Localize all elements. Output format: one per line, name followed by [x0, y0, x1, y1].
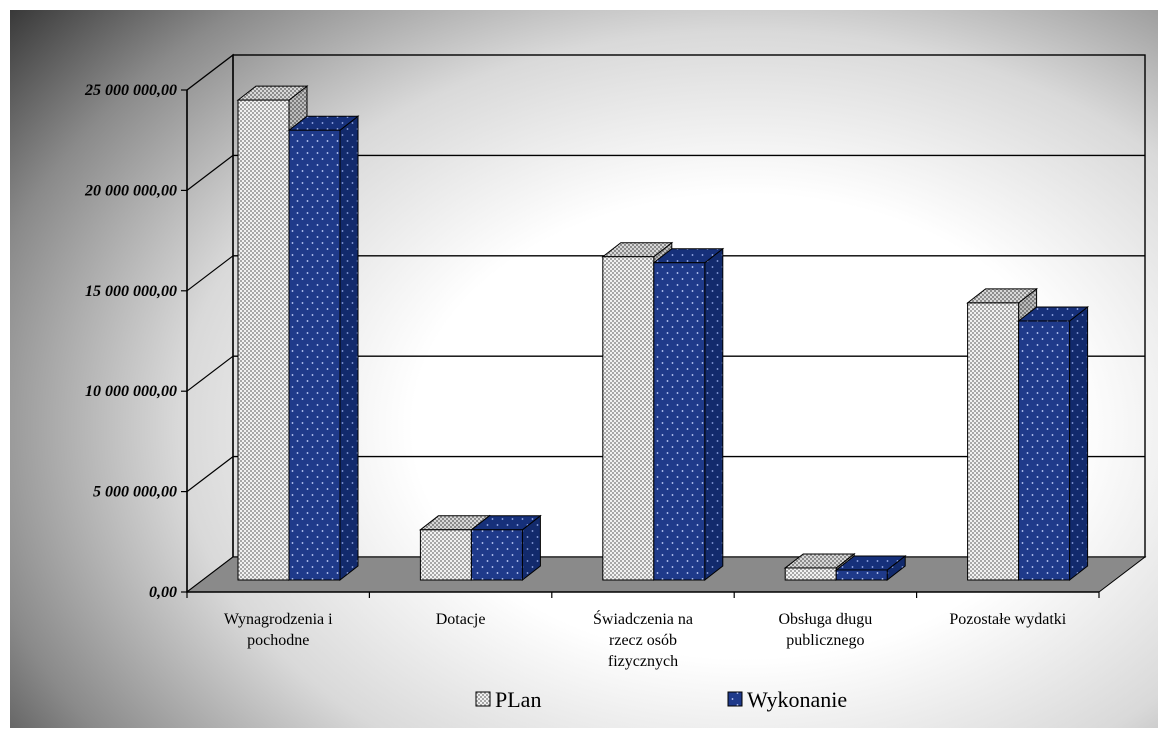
- bar-front: [237, 99, 290, 581]
- bar-wykonanie: [834, 554, 907, 582]
- bar-front: [1018, 320, 1071, 581]
- y-tick-label: 5 000 000,00: [93, 484, 177, 501]
- gridline-side: [186, 456, 234, 493]
- bar-front: [835, 569, 888, 581]
- legend-swatch: [475, 691, 491, 707]
- y-tick-label: 20 000 000,00: [84, 182, 177, 199]
- bar-wykonanie: [1017, 305, 1090, 582]
- x-category-label: Dotacje: [436, 611, 486, 628]
- bar-wykonanie: [469, 514, 542, 582]
- x-category-label: Świadczenia na rzecz osób fizycznych: [593, 609, 693, 670]
- bar-wykonanie: [652, 247, 725, 582]
- legend-label: Wykonanie: [747, 687, 847, 712]
- gridline-side: [186, 255, 234, 292]
- bar-side: [1069, 305, 1089, 582]
- bar-front: [967, 302, 1020, 581]
- y-tick-label: 25 000 000,00: [84, 82, 177, 99]
- bar-wykonanie: [287, 115, 360, 582]
- x-category-label: Pozostałe wydatki: [949, 611, 1066, 628]
- legend-swatch: [727, 691, 743, 707]
- bar-side: [339, 115, 359, 582]
- bar-front: [653, 262, 706, 581]
- side-wall: [186, 53, 234, 594]
- y-tick-label: 10 000 000,00: [85, 383, 177, 400]
- bar-front: [470, 529, 523, 581]
- x-category-label: Obsługa długu publicznego: [779, 611, 873, 649]
- bar-front: [602, 256, 655, 581]
- x-category-label: Wynagrodzenia i pochodne: [224, 611, 333, 649]
- bar-front: [419, 529, 472, 581]
- gridline-side: [186, 154, 234, 191]
- bar-front: [288, 129, 341, 581]
- y-tick-label: 0,00: [149, 584, 177, 601]
- bar-side: [704, 247, 724, 582]
- bar-front: [784, 567, 837, 581]
- legend-label: PLan: [495, 687, 541, 712]
- y-tick-label: 15 000 000,00: [85, 283, 177, 300]
- chart-background: [10, 10, 1158, 728]
- gridline-side: [186, 355, 234, 392]
